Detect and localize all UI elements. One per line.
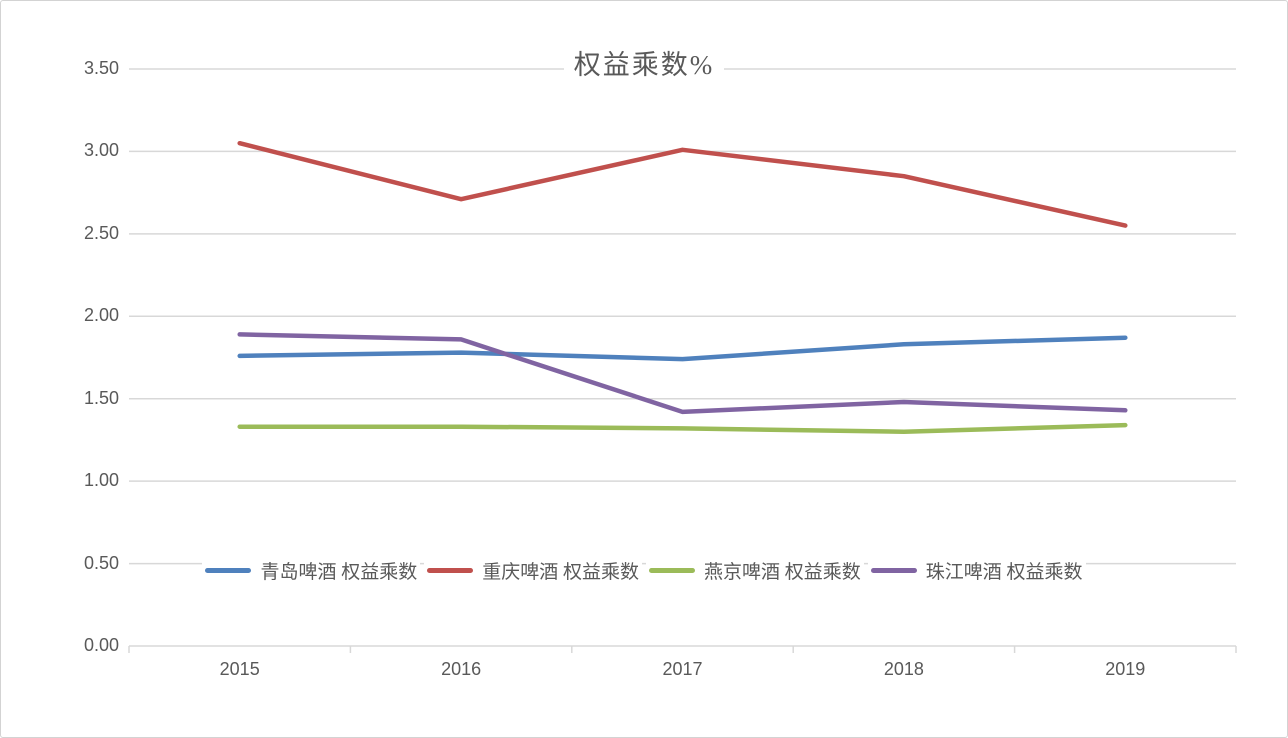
x-tick-label: 2018 bbox=[883, 659, 924, 679]
legend-label: 珠江啤酒 权益乘数 bbox=[925, 562, 1083, 583]
legend-swatch-icon bbox=[427, 568, 474, 573]
legend-swatch-icon bbox=[205, 568, 252, 573]
y-tick-label: 1.50 bbox=[83, 387, 119, 408]
legend-label: 燕京啤酒 权益乘数 bbox=[704, 562, 861, 583]
y-tick-label: 1.00 bbox=[83, 470, 119, 491]
series-line-2 bbox=[237, 422, 1128, 434]
legend-label: 青岛啤酒 权益乘数 bbox=[260, 562, 418, 583]
y-tick-label: 2.50 bbox=[83, 222, 119, 243]
x-tick-label: 2016 bbox=[441, 659, 482, 679]
y-tick-label: 0.00 bbox=[83, 635, 119, 655]
legend-item: 珠江啤酒 权益乘数 bbox=[867, 555, 1086, 586]
x-tick-label: 2019 bbox=[1105, 659, 1146, 679]
legend-item: 青岛啤酒 权益乘数 bbox=[202, 555, 421, 586]
legend-item: 燕京啤酒 权益乘数 bbox=[646, 555, 864, 586]
y-tick-label: 3.50 bbox=[83, 58, 119, 78]
y-tick-label: 0.50 bbox=[83, 552, 119, 573]
chart-legend: 青岛啤酒 权益乘数 重庆啤酒 权益乘数 燕京啤酒 权益乘数 珠江啤酒 权益乘数 bbox=[1, 555, 1287, 586]
x-tick-label: 2015 bbox=[219, 659, 260, 679]
y-tick-label: 2.00 bbox=[83, 305, 119, 326]
legend-swatch-icon bbox=[870, 568, 917, 573]
series-line-3 bbox=[237, 332, 1128, 415]
y-tick-label: 3.00 bbox=[83, 140, 119, 161]
x-tick-label: 2017 bbox=[662, 659, 703, 679]
series-line-1 bbox=[237, 140, 1128, 228]
legend-item: 重庆啤酒 权益乘数 bbox=[424, 555, 642, 586]
legend-swatch-icon bbox=[649, 568, 695, 573]
series-line-0 bbox=[237, 335, 1128, 362]
legend-label: 重庆啤酒 权益乘数 bbox=[482, 562, 639, 583]
